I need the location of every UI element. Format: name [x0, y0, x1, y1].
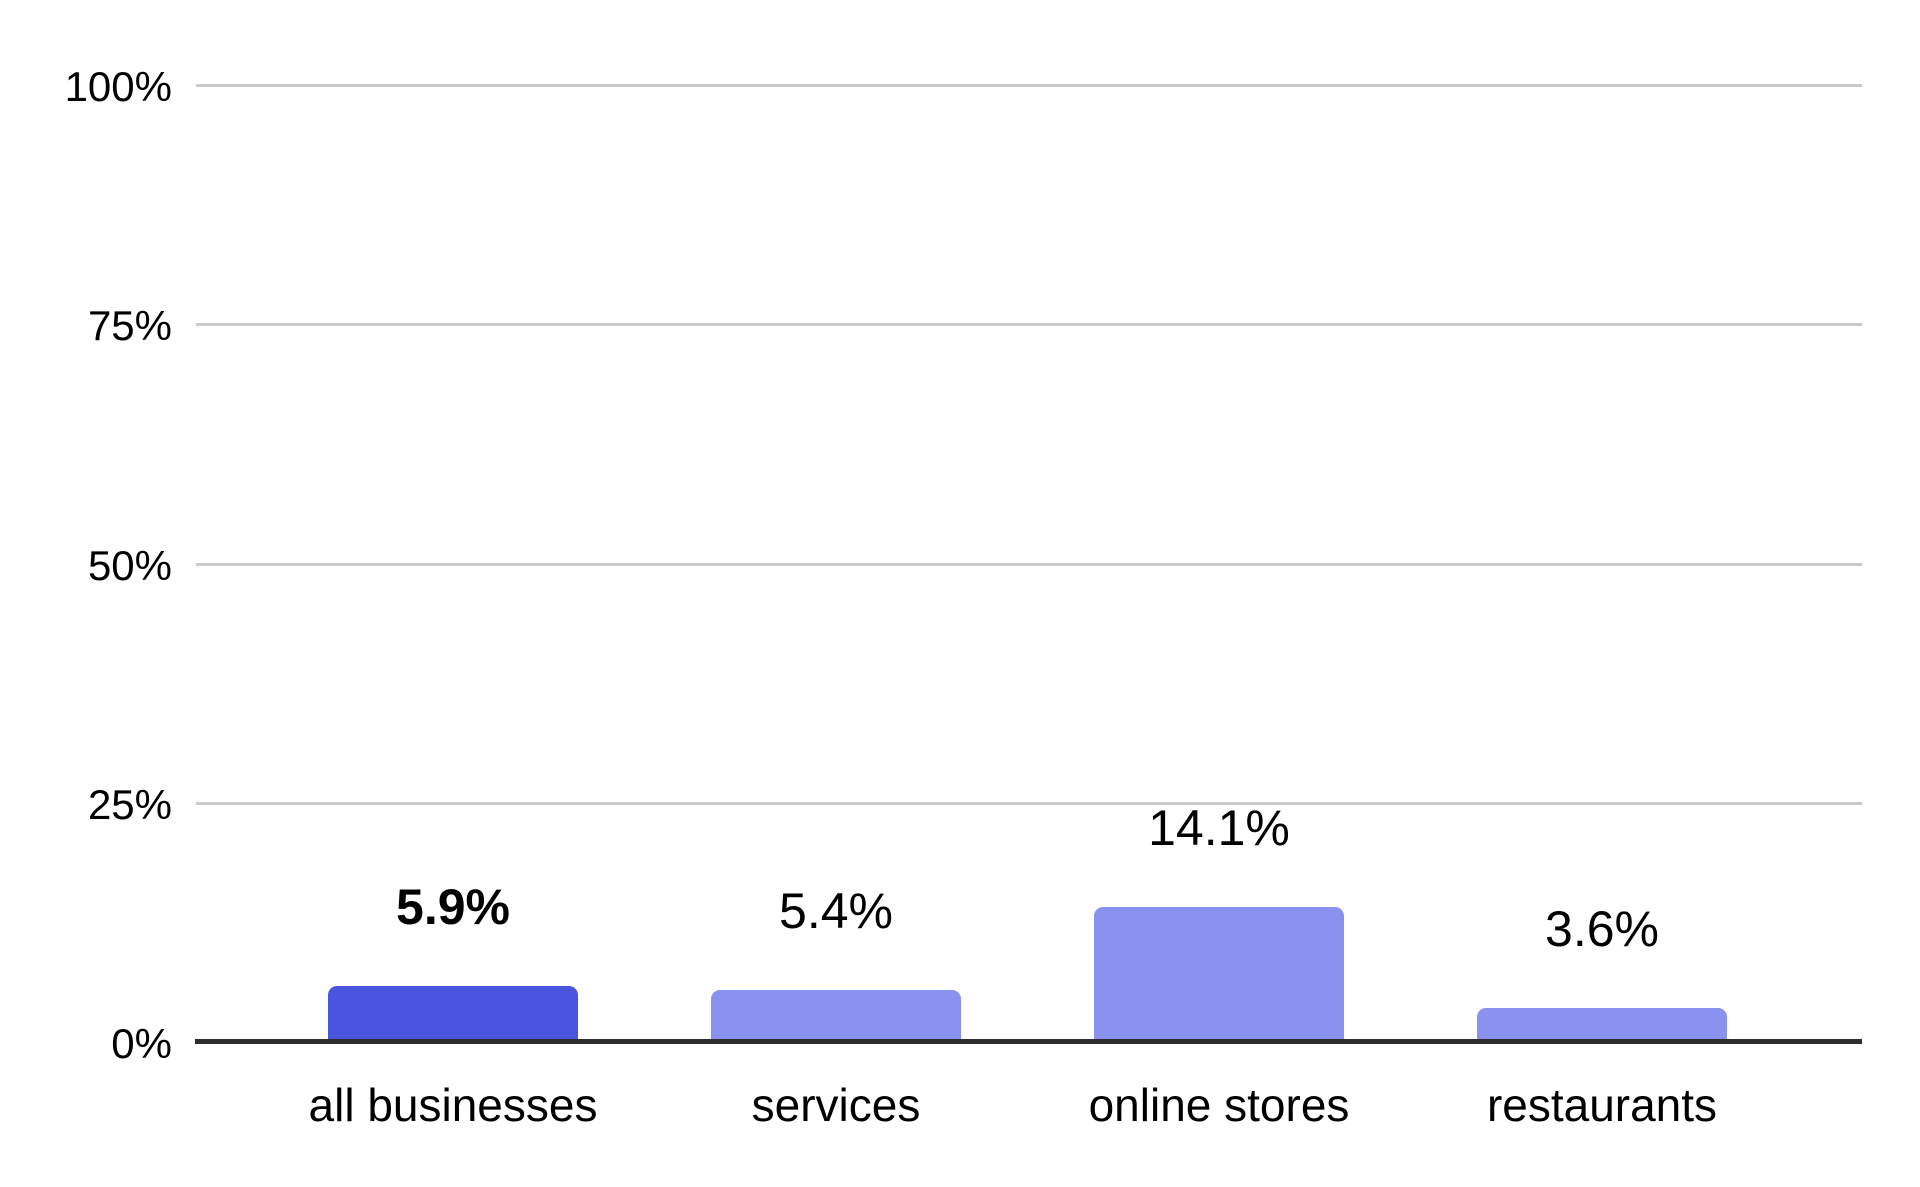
bar-all-businesses: [328, 985, 578, 1042]
value-label-services: 5.4%: [779, 883, 893, 940]
gridline-100%: [196, 84, 1862, 87]
y-axis-tick-label: 75%: [87, 302, 172, 350]
y-axis-tick-label: 0%: [111, 1020, 172, 1067]
bar-services: [711, 990, 961, 1042]
y-axis-tick-label: 25%: [87, 780, 172, 828]
value-label-all-businesses: 5.9%: [396, 878, 510, 935]
bar-online-stores: [1094, 907, 1344, 1042]
gridline-75%: [196, 323, 1862, 327]
y-axis-tick-label: 100%: [64, 63, 172, 110]
category-label-all-businesses: all businesses: [308, 1079, 598, 1131]
gridline-25%: [196, 801, 1862, 805]
bar-restaurants: [1477, 1007, 1727, 1042]
value-label-online-stores: 14.1%: [1148, 800, 1290, 857]
category-label-online-stores: online stores: [1088, 1079, 1350, 1131]
gridline-50%: [196, 562, 1862, 566]
value-label-restaurants: 3.6%: [1545, 900, 1659, 957]
category-label-services: services: [751, 1079, 921, 1131]
category-label-restaurants: restaurants: [1486, 1079, 1718, 1131]
y-axis-tick-label: 50%: [87, 541, 172, 589]
x-axis-line: [195, 1039, 1862, 1044]
